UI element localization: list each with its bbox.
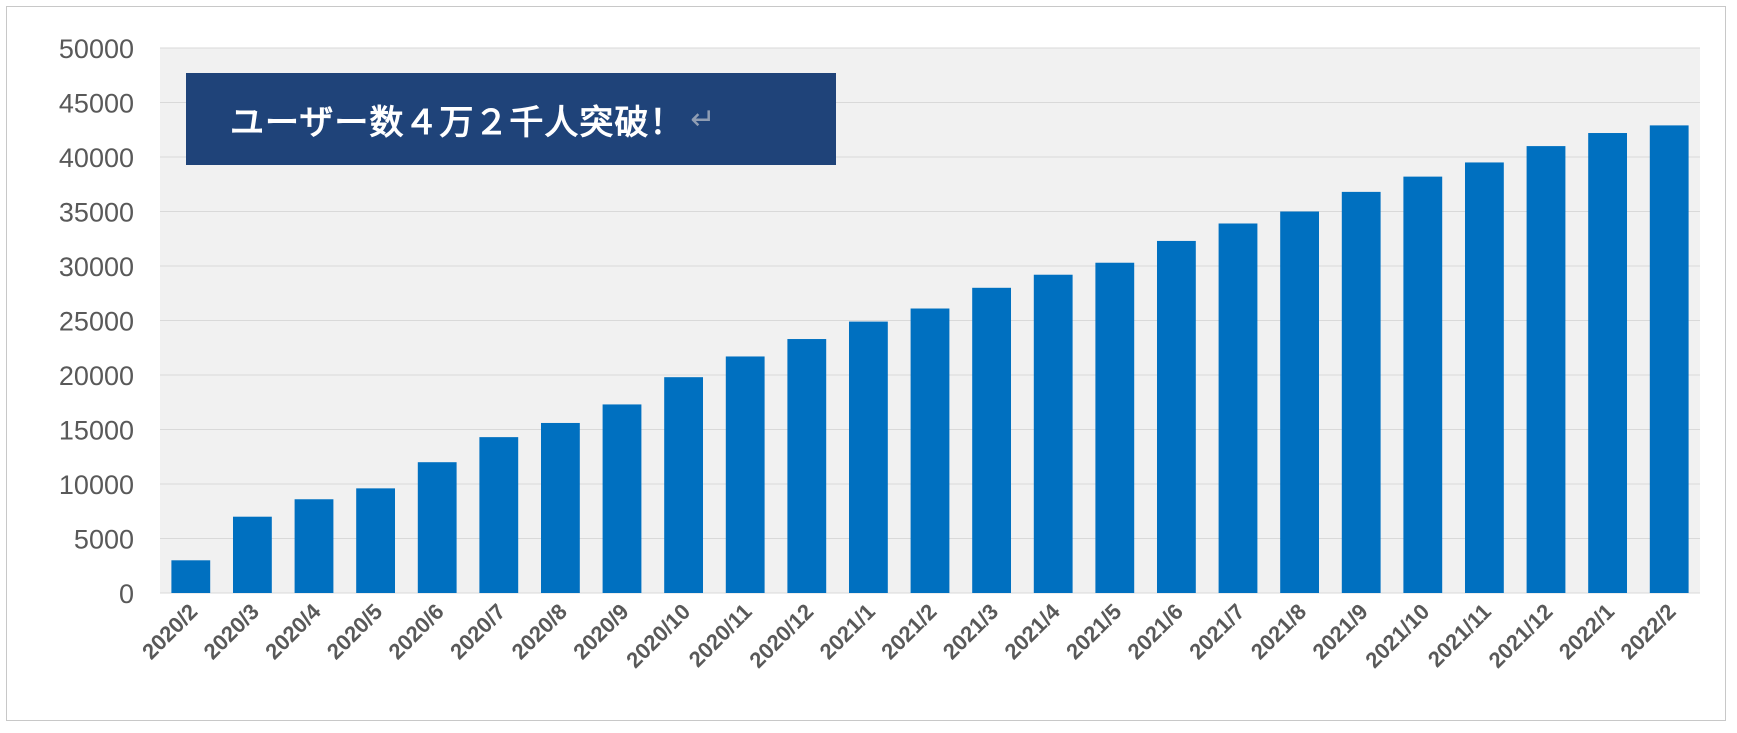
x-tick-label: 2020/4 — [260, 598, 326, 664]
bar — [417, 462, 457, 593]
bar — [725, 356, 765, 593]
bar — [1526, 146, 1566, 593]
x-tick-label: 2022/1 — [1554, 599, 1619, 664]
y-axis-ticks: 0 5000 10000 15000 20000 25000 30000 35000 40000… — [59, 34, 134, 609]
x-tick-label: 2021/1 — [815, 599, 880, 664]
bar — [1280, 211, 1320, 593]
x-tick-label: 2020/8 — [507, 599, 572, 664]
annotation-text: ユーザー数４万２千人突破！ — [230, 102, 685, 143]
y-tick-label: 20000 — [59, 361, 134, 391]
x-tick-label: 2021/12 — [1484, 599, 1558, 673]
x-tick-label: 2020/2 — [137, 599, 202, 664]
bar — [910, 308, 950, 593]
y-tick-label: 45000 — [59, 89, 134, 119]
bar — [479, 437, 519, 593]
x-tick-label: 2021/3 — [938, 599, 1003, 664]
x-tick-label: 2021/10 — [1360, 599, 1434, 673]
bar — [1464, 162, 1504, 593]
x-tick-label: 2021/2 — [876, 599, 941, 664]
bar — [232, 516, 272, 593]
bar — [1218, 223, 1258, 594]
bar — [787, 339, 827, 593]
annotation-banner: ユーザー数４万２千人突破！ ↵ — [186, 73, 836, 165]
y-tick-label: 40000 — [59, 143, 134, 173]
bars — [171, 125, 1689, 594]
bar — [1156, 240, 1196, 593]
y-tick-label: 25000 — [59, 307, 134, 337]
y-tick-label: 10000 — [59, 470, 134, 500]
x-tick-label: 2020/11 — [684, 599, 757, 672]
x-tick-label: 2020/10 — [621, 599, 695, 673]
bar — [171, 560, 211, 593]
bar — [664, 377, 704, 593]
bar — [972, 287, 1012, 593]
y-tick-label: 35000 — [59, 198, 134, 228]
x-axis-ticks: 2020/22020/32020/42020/52020/62020/72020… — [137, 598, 1681, 672]
x-tick-label: 2020/3 — [199, 599, 264, 664]
x-tick-label: 2021/5 — [1061, 599, 1126, 664]
bar — [1341, 191, 1381, 593]
bar — [540, 422, 580, 593]
y-tick-label: 15000 — [59, 416, 134, 446]
x-tick-label: 2021/7 — [1184, 599, 1249, 664]
x-tick-label: 2020/5 — [322, 599, 387, 664]
x-tick-label: 2020/6 — [383, 599, 448, 664]
x-tick-label: 2022/2 — [1615, 599, 1680, 664]
x-tick-label: 2020/7 — [445, 599, 510, 664]
y-tick-label: 0 — [119, 579, 134, 609]
x-tick-label: 2021/11 — [1423, 599, 1496, 672]
return-mark-icon: ↵ — [690, 101, 717, 137]
bar — [356, 488, 396, 593]
bar — [1649, 125, 1689, 593]
bar — [602, 404, 642, 593]
bar — [848, 321, 888, 593]
x-tick-label: 2021/4 — [999, 598, 1065, 664]
y-tick-label: 30000 — [59, 252, 134, 282]
bar — [1033, 274, 1073, 593]
bar — [1403, 176, 1443, 593]
bar — [1588, 133, 1628, 593]
x-tick-label: 2020/12 — [744, 599, 818, 673]
chart-frame — [6, 6, 1726, 721]
bar — [1095, 262, 1135, 593]
bar — [294, 499, 334, 593]
x-tick-label: 2021/8 — [1246, 599, 1311, 664]
x-tick-label: 2021/6 — [1123, 599, 1188, 664]
y-tick-label: 50000 — [59, 34, 134, 64]
y-tick-label: 5000 — [74, 525, 134, 555]
